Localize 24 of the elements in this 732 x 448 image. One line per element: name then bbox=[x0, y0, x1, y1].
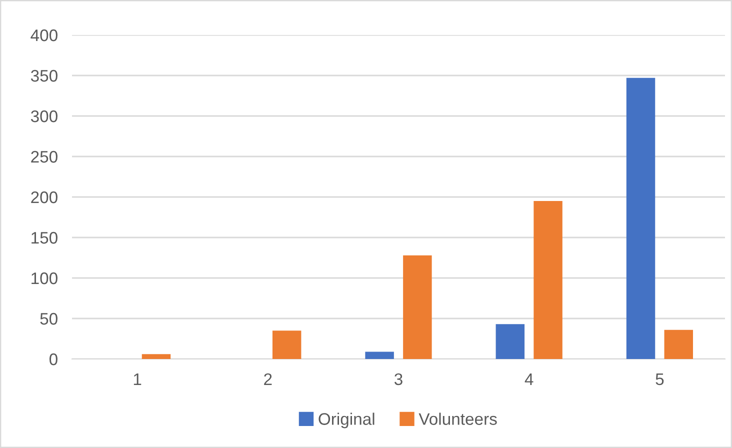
y-tick-label: 250 bbox=[31, 150, 58, 163]
bar bbox=[496, 324, 525, 359]
legend-label: Original bbox=[318, 412, 374, 428]
x-tick-label: 2 bbox=[264, 373, 272, 385]
y-tick-label: 150 bbox=[32, 232, 58, 244]
bar bbox=[626, 78, 656, 359]
x-tick-label: 4 bbox=[524, 374, 534, 385]
y-tick-label: 50 bbox=[40, 312, 58, 325]
legend-label: Volunteers bbox=[418, 412, 497, 425]
x-tick-label: 3 bbox=[394, 373, 402, 386]
x-tick-label: 1 bbox=[134, 374, 142, 385]
y-tick-label: 100 bbox=[32, 272, 58, 284]
y-tick-label: 400 bbox=[30, 29, 58, 42]
y-tick-label: 350 bbox=[30, 70, 58, 82]
bar bbox=[664, 330, 694, 359]
bar bbox=[365, 352, 394, 359]
y-tick-label: 300 bbox=[30, 110, 58, 122]
x-tick-label: 5 bbox=[656, 374, 664, 386]
y-tick-label: 200 bbox=[31, 191, 58, 204]
bar bbox=[142, 354, 171, 359]
bar bbox=[272, 330, 302, 359]
bar bbox=[403, 255, 432, 359]
y-tick-label: 0 bbox=[49, 353, 58, 366]
bar bbox=[534, 201, 562, 359]
